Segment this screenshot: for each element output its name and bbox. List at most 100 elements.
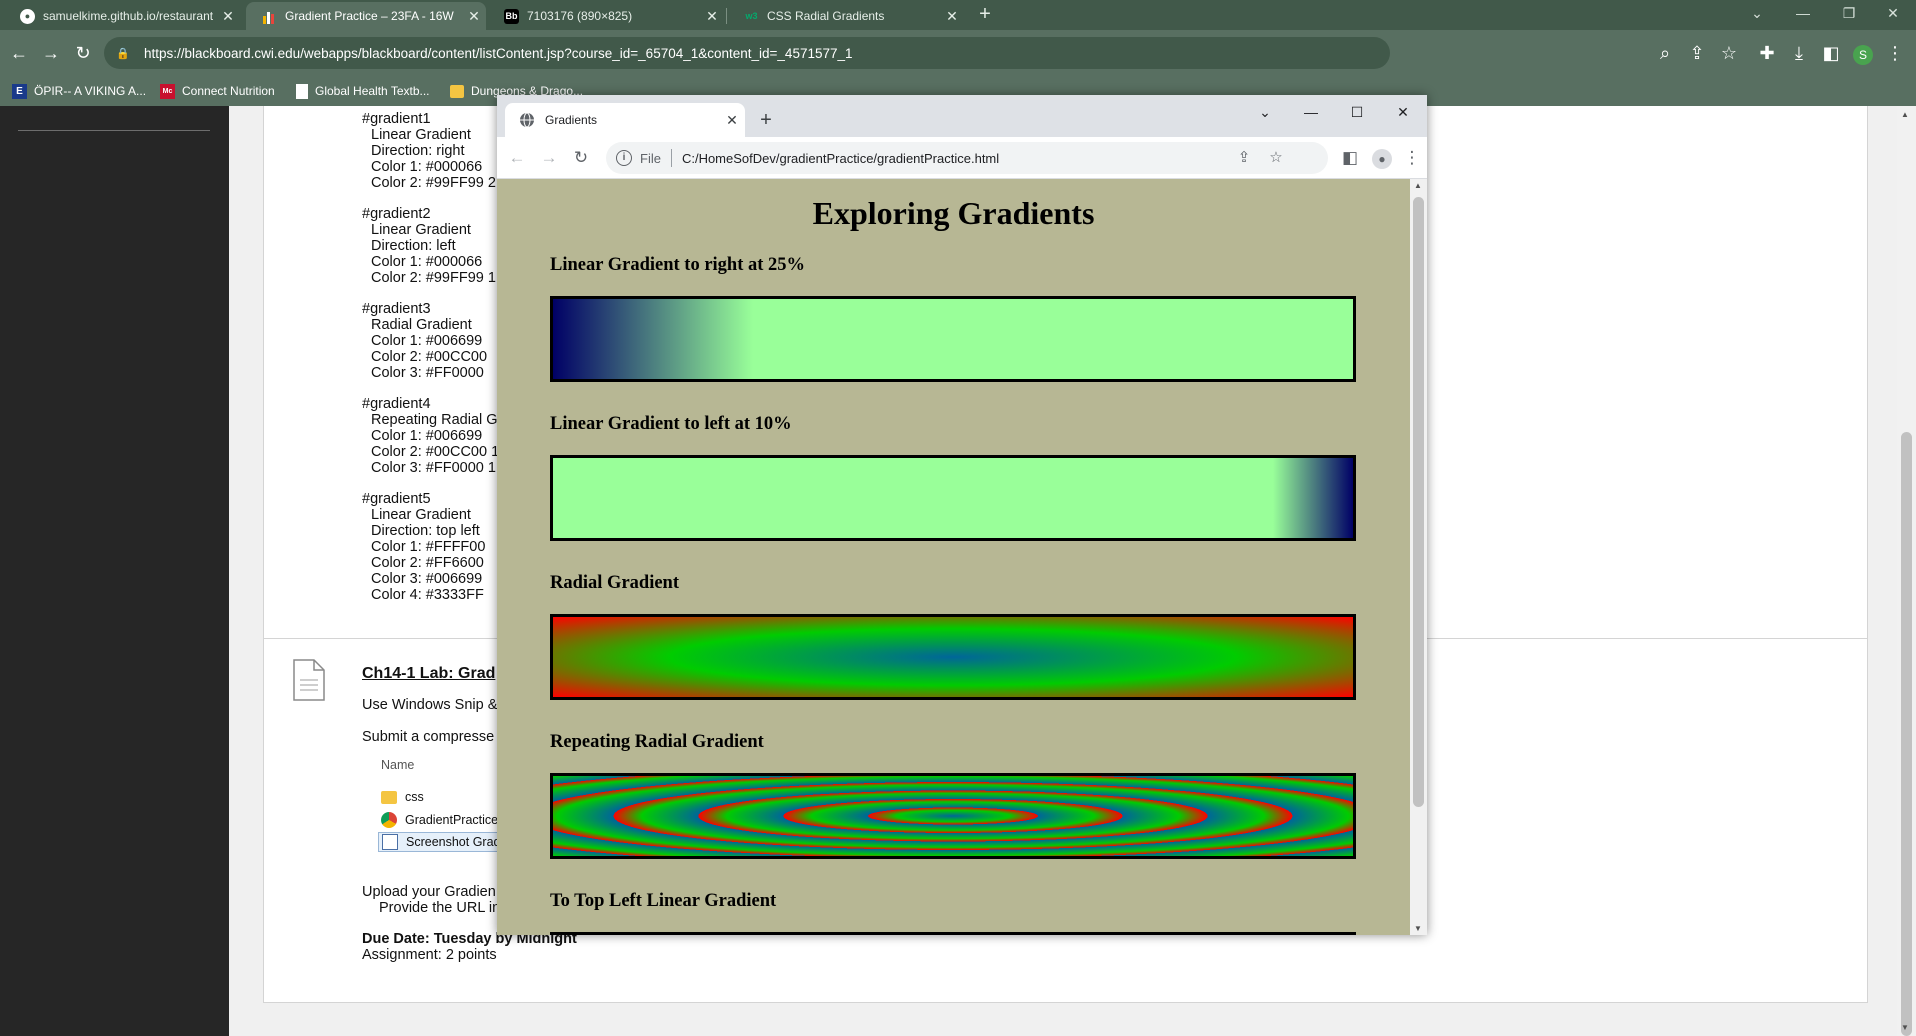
share-icon[interactable]: ⇪ <box>1689 43 1705 63</box>
gradient-box-repeating-radial <box>550 773 1356 859</box>
section-title: Repeating Radial Gradient <box>550 732 764 752</box>
section-title: Linear Gradient to left at 10% <box>550 414 792 434</box>
outer-tab-github[interactable]: ● samuelkime.github.io/restaurant ✕ <box>4 2 240 30</box>
tab-label: 7103176 (890×825) <box>527 9 633 23</box>
scrollbar-thumb[interactable] <box>1413 197 1424 807</box>
forward-arrow-icon[interactable]: → <box>540 148 558 167</box>
star-icon[interactable]: ☆ <box>1269 149 1283 166</box>
assignment-points: Assignment: 2 points <box>362 947 497 963</box>
popup-scrollbar[interactable]: ▲ ▼ <box>1410 179 1427 935</box>
extensions-icon[interactable]: ✚ <box>1759 43 1775 63</box>
spec-line: Color 3: #FF0000 1 <box>371 460 496 476</box>
scrollbar-thumb[interactable] <box>1901 432 1912 1036</box>
bookmark-global-health[interactable]: Global Health Textb... <box>296 82 430 100</box>
spec-line: Color 4: #3333FF <box>371 587 484 603</box>
close-icon[interactable]: ✕ <box>706 7 718 24</box>
tab-label: Gradients <box>545 113 598 127</box>
page-title: Exploring Gradients <box>812 195 1095 231</box>
scroll-down-arrow-icon[interactable]: ▼ <box>1901 1023 1909 1032</box>
popup-url[interactable]: C:/HomeSofDev/gradientPractice/gradientP… <box>681 150 1000 166</box>
minimize-button[interactable]: — <box>1796 5 1810 21</box>
outer-tab-image[interactable]: Bb 7103176 (890×825) ✕ <box>488 2 724 30</box>
scroll-down-arrow-icon[interactable]: ▼ <box>1414 924 1422 933</box>
lock-icon: 🔒 <box>116 47 130 60</box>
gradient-box-radial <box>550 614 1356 700</box>
zoom-icon[interactable]: ⌕ <box>1659 43 1671 63</box>
outer-tab-gradient-practice[interactable]: Gradient Practice – 23FA - 16W ✕ <box>246 2 486 30</box>
tab-search-icon[interactable]: ⌄ <box>1751 5 1763 21</box>
scroll-up-arrow-icon[interactable]: ▲ <box>1901 110 1909 119</box>
close-icon[interactable]: ✕ <box>468 7 480 24</box>
outer-tab-strip: ● samuelkime.github.io/restaurant ✕ Grad… <box>0 0 1916 30</box>
side-panel-icon[interactable]: ◧ <box>1822 43 1840 63</box>
maximize-button[interactable]: ☐ <box>1350 104 1364 120</box>
section-title: Radial Gradient <box>550 573 679 593</box>
zoom-icon[interactable] <box>1750 37 1780 69</box>
file-list-header: Name <box>381 758 415 772</box>
gradient-box-linear-left <box>550 455 1356 541</box>
menu-kebab-icon[interactable]: ⋮ <box>1886 43 1904 63</box>
spec-id: #gradient5 <box>362 491 431 507</box>
menu-kebab-icon[interactable]: ⋮ <box>1403 148 1421 167</box>
spec-id: #gradient2 <box>362 206 431 222</box>
bookmark-connect-nutrition[interactable]: Mc Connect Nutrition <box>160 82 275 100</box>
profile-avatar[interactable]: S <box>1848 38 1878 68</box>
close-window-button[interactable]: ✕ <box>1887 5 1899 21</box>
new-tab-button[interactable]: + <box>760 109 772 131</box>
outer-address-bar[interactable]: 🔒 https://blackboard.cwi.edu/webapps/bla… <box>104 37 1390 69</box>
instruction-text: Submit a compresse <box>362 729 495 745</box>
omnibox-separator <box>670 149 672 167</box>
tab-search-icon[interactable]: ⌄ <box>1259 104 1271 120</box>
spec-line: Color 2: #00CC00 1 <box>371 444 500 460</box>
page-scrollbar[interactable]: ▲ ▼ <box>1897 106 1916 1036</box>
upload-text: Provide the URL in <box>379 900 501 916</box>
bookmark-viking[interactable]: E ÖPIR-- A VIKING A... <box>12 82 146 100</box>
share-icon[interactable]: ⇪ <box>1237 149 1251 166</box>
side-panel-icon[interactable]: ◧ <box>1341 148 1359 167</box>
forward-arrow-icon[interactable]: → <box>42 43 60 63</box>
spec-line: Color 2: #00CC00 <box>371 349 488 365</box>
info-icon[interactable]: i <box>616 150 632 166</box>
spec-line: Color 1: #006699 <box>371 428 483 444</box>
spec-line: Color 1: #FFFF00 <box>371 539 486 555</box>
instruction-text: Use Windows Snip & <box>362 697 498 713</box>
chrome-file-icon <box>381 812 397 828</box>
spec-line: Direction: top left <box>371 523 480 539</box>
spec-line: Color 2: #FF6600 <box>371 555 484 571</box>
bookmark-label: Dungeons & Drago... <box>471 84 584 98</box>
file-name: Screenshot Grad <box>406 835 501 849</box>
scroll-up-arrow-icon[interactable]: ▲ <box>1414 181 1422 190</box>
document-icon <box>296 83 308 99</box>
star-icon[interactable]: ☆ <box>1720 43 1738 63</box>
close-icon[interactable]: ✕ <box>222 7 234 24</box>
reload-icon[interactable]: ↻ <box>75 43 91 63</box>
due-date: Due Date: Tuesday by Midnight <box>362 931 577 947</box>
tab-label: Gradient Practice – 23FA - 16W <box>285 9 454 23</box>
new-tab-button[interactable]: + <box>979 3 991 25</box>
sidebar-divider <box>18 130 210 131</box>
section-title: Linear Gradient to right at 25% <box>550 255 806 275</box>
gradient-box-top-left <box>550 932 1356 935</box>
spec-line: Repeating Radial G <box>371 412 498 428</box>
bookmark-dungeons[interactable]: Dungeons & Drago... <box>450 82 583 100</box>
minimize-button[interactable]: — <box>1304 104 1318 120</box>
popup-address-bar[interactable]: i File C:/HomeSofDev/gradientPractice/gr… <box>606 142 1328 174</box>
spec-line: Color 1: #000066 <box>371 254 483 270</box>
spec-line: Linear Gradient <box>371 507 471 523</box>
download-icon[interactable]: ⤓ <box>1795 43 1803 63</box>
popup-tab-gradients[interactable]: Gradients ✕ <box>505 103 745 137</box>
reload-icon[interactable]: ↻ <box>573 148 589 167</box>
close-icon[interactable]: ✕ <box>946 7 958 24</box>
back-arrow-icon[interactable]: ← <box>10 43 28 63</box>
restore-button[interactable]: ❐ <box>1842 5 1856 21</box>
spec-line: Color 1: #000066 <box>371 159 483 175</box>
tab-label: CSS Radial Gradients <box>767 9 885 23</box>
spec-line: Color 2: #99FF99 1 <box>371 270 496 286</box>
outer-tab-css-radial[interactable]: w3 CSS Radial Gradients ✕ <box>728 2 964 30</box>
profile-icon[interactable]: ● <box>1367 143 1397 173</box>
assignment-title-link[interactable]: Ch14-1 Lab: Grad <box>362 665 496 682</box>
outer-url[interactable]: https://blackboard.cwi.edu/webapps/black… <box>144 45 853 61</box>
close-window-button[interactable]: ✕ <box>1397 104 1409 120</box>
back-arrow-icon[interactable]: ← <box>508 148 526 167</box>
close-icon[interactable]: ✕ <box>726 111 738 128</box>
